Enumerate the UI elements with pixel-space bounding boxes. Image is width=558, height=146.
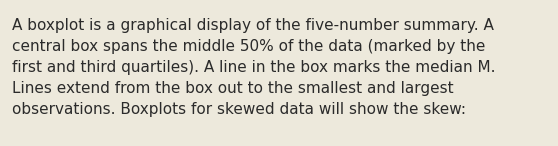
Text: A boxplot is a graphical display of the five-number summary. A
central box spans: A boxplot is a graphical display of the …	[12, 18, 496, 117]
